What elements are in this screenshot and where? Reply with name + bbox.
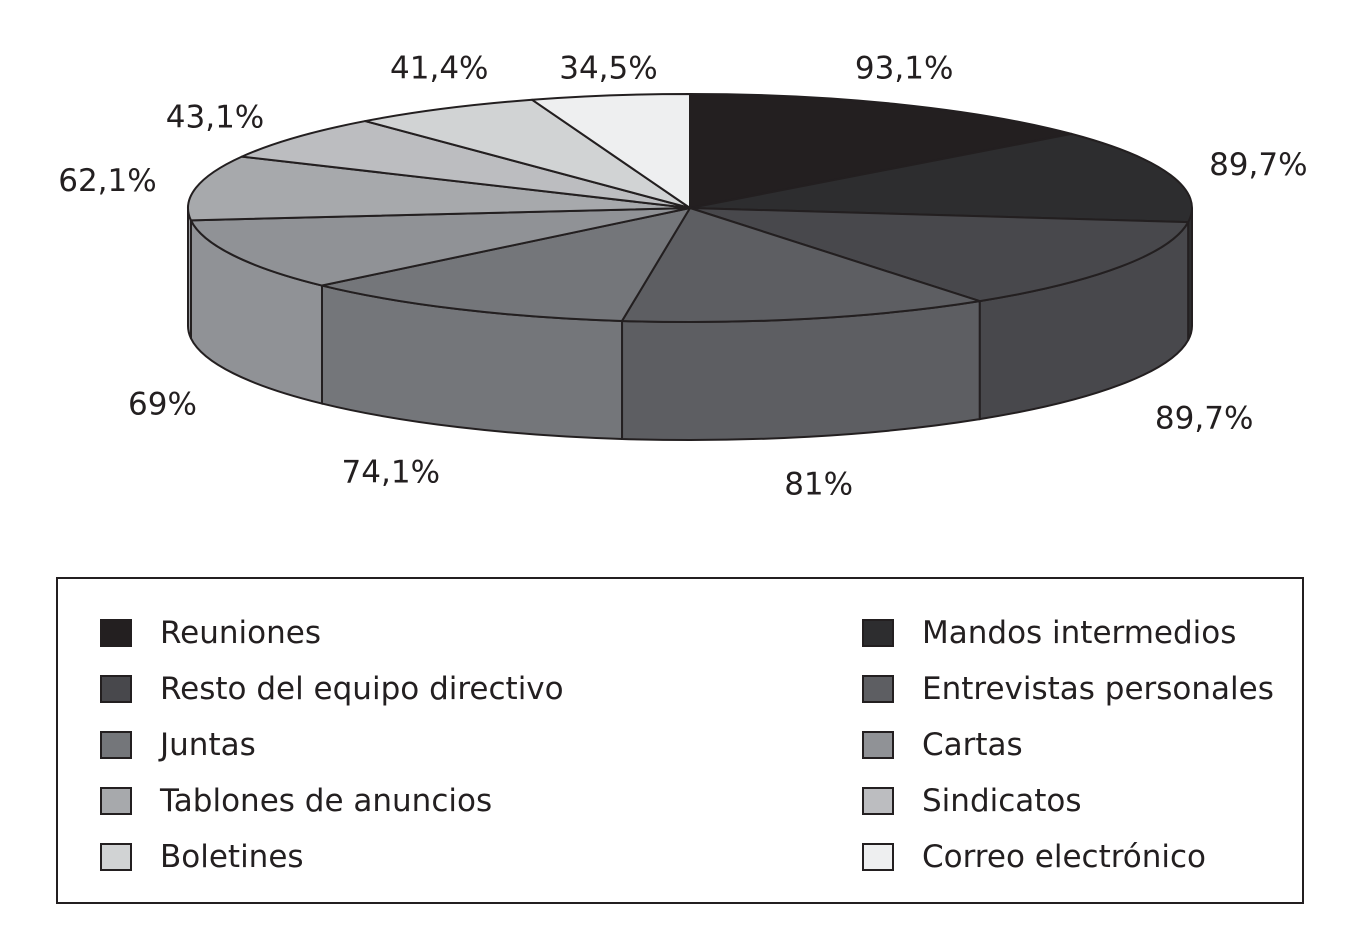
- pie-slice-8: [364, 98, 691, 209]
- legend-item: Sindicatos: [862, 783, 1082, 819]
- pie-sides: [187, 207, 1194, 441]
- legend-label: Reuniones: [160, 615, 321, 651]
- legend-item: Cartas: [862, 727, 1023, 763]
- pie-slice-4: [320, 207, 691, 322]
- legend-label: Juntas: [160, 727, 256, 763]
- legend-item: Boletines: [100, 839, 304, 875]
- legend-swatch: [100, 731, 132, 759]
- legend-swatch: [100, 619, 132, 647]
- legend-item: Entrevistas personales: [862, 671, 1274, 707]
- legend-swatch: [100, 675, 132, 703]
- pie-slice-1: [689, 132, 1193, 224]
- legend-swatch: [100, 787, 132, 815]
- legend-swatch: [862, 731, 894, 759]
- legend-swatch: [862, 675, 894, 703]
- legend-item: Resto del equipo directivo: [100, 671, 564, 707]
- legend-label: Boletines: [160, 839, 304, 875]
- pie-value-label: 89,7%: [1155, 401, 1253, 437]
- pie-slice-6: [187, 155, 691, 222]
- legend-item: Mandos intermedios: [862, 615, 1236, 651]
- pie-value-label: 93,1%: [855, 51, 953, 87]
- pie-value-label: 34,5%: [559, 51, 657, 87]
- pie-value-labels: 93,1% 89,7% 89,7% 81% 74,1% 69% 62,1% 43,1% 41,4…: [58, 51, 1307, 503]
- pie-slice-9: [531, 93, 691, 209]
- legend-swatch: [862, 843, 894, 871]
- legend-label: Sindicatos: [922, 783, 1082, 819]
- legend-item: Reuniones: [100, 615, 321, 651]
- legend: Reuniones Mandos intermedios Resto del equ…: [56, 577, 1304, 904]
- pie-slice-5: [189, 207, 691, 287]
- pie-slices: [187, 93, 1193, 323]
- legend-item: Juntas: [100, 727, 256, 763]
- legend-swatch: [862, 619, 894, 647]
- legend-label: Cartas: [922, 727, 1023, 763]
- legend-label: Correo electrónico: [922, 839, 1207, 875]
- pie-value-label: 89,7%: [1209, 147, 1307, 183]
- legend-item: Tablones de anuncios: [100, 783, 492, 819]
- legend-label: Tablones de anuncios: [160, 783, 493, 819]
- legend-item: Correo electrónico: [862, 839, 1206, 875]
- pie-value-label: 69%: [128, 386, 197, 422]
- legend-swatch: [100, 843, 132, 871]
- pie-value-label: 74,1%: [342, 454, 440, 490]
- pie-slice-7: [240, 120, 691, 209]
- legend-swatch: [862, 787, 894, 815]
- pie-value-label: 81%: [784, 466, 853, 502]
- pie-side-6: [187, 207, 192, 339]
- pie-chart: 93,1% 89,7% 89,7% 81% 74,1% 69% 62,1% 43,1% 41,4…: [58, 51, 1307, 503]
- legend-label: Mandos intermedios: [922, 615, 1237, 651]
- pie-slice-2: [689, 207, 1190, 303]
- pie-slice-0: [689, 93, 1073, 209]
- pie-value-label: 62,1%: [58, 163, 156, 199]
- pie-value-label: 43,1%: [166, 99, 264, 135]
- pie-value-label: 41,4%: [390, 51, 488, 87]
- legend-label: Resto del equipo directivo: [160, 671, 564, 707]
- legend-label: Entrevistas personales: [922, 671, 1274, 707]
- pie-slice-3: [621, 207, 981, 323]
